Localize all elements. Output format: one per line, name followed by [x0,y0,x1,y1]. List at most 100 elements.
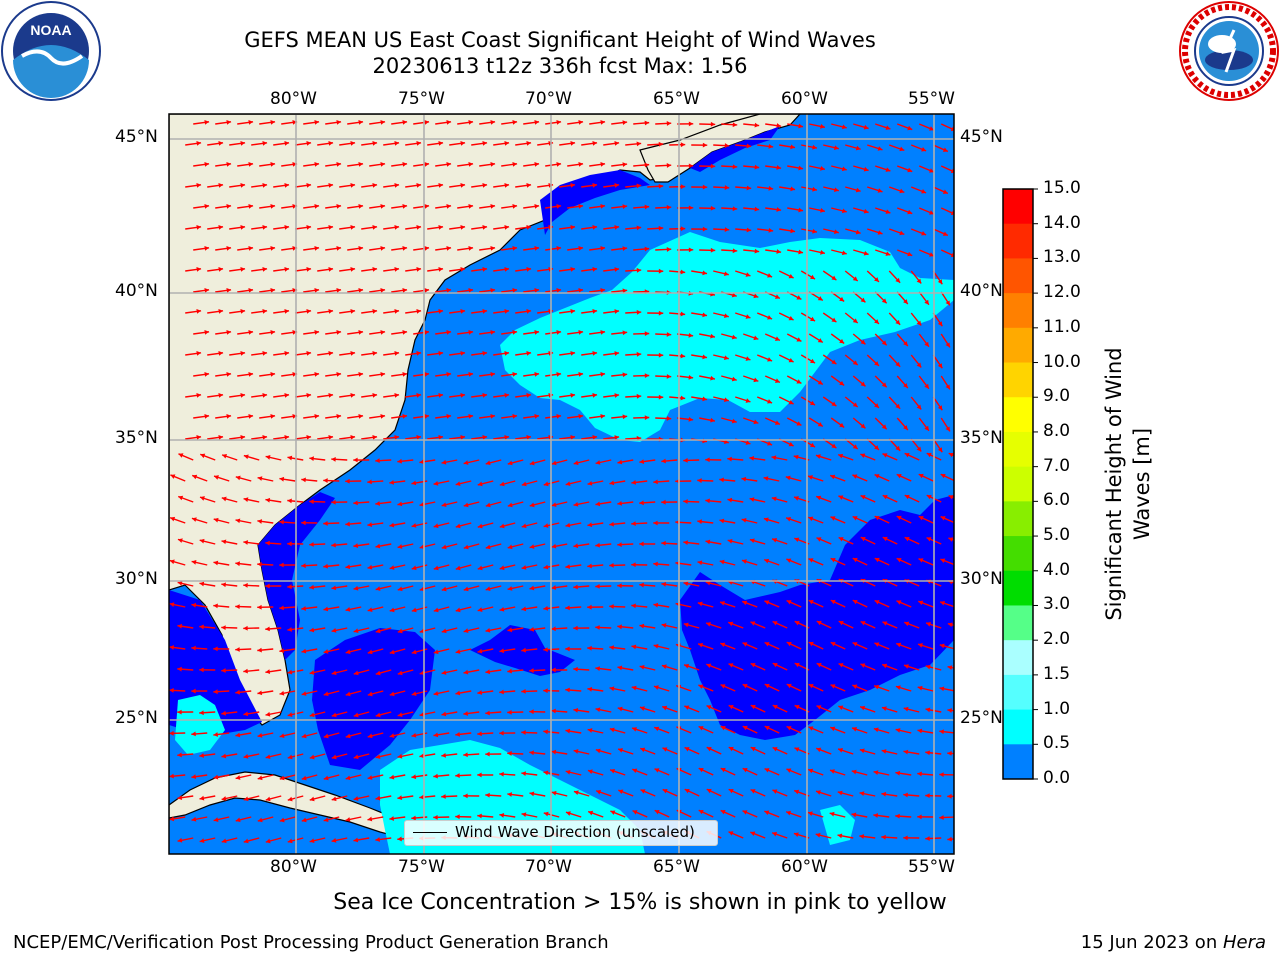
direction-arrow-head [358,246,364,251]
direction-arrow-head [309,712,315,718]
direction-arrow-head [570,393,576,398]
direction-arrow-head [177,666,182,672]
direction-arrow-head [808,558,814,563]
direction-arrow-head [218,309,224,314]
direction-arrow-head [631,685,637,691]
direction-arrow-head [279,817,285,823]
direction-arrow-head [243,540,249,545]
direction-arrow-head [852,727,857,732]
direction-arrow-head [270,204,276,209]
direction-arrow-head [815,790,821,795]
direction-arrow-head [336,288,342,293]
direction-arrow-head [177,538,183,543]
direction-arrow-head [788,273,794,279]
direction-arrow-head [482,141,488,146]
direction-arrow-head [830,474,836,480]
direction-arrow-head [617,706,623,712]
direction-arrow-head [595,501,601,507]
direction-arrow-head [170,474,176,479]
direction-arrow-head [323,649,329,654]
direction-arrow-head [820,124,825,129]
direction-arrow-head [336,330,342,335]
direction-arrow-head [632,810,638,815]
direction-arrow-head [573,584,578,590]
direction-arrow-head [504,225,510,230]
direction-arrow-head [698,767,704,773]
direction-arrow-head [882,453,888,458]
direction-arrow-head [309,627,315,633]
direction-arrow-head [262,351,268,356]
direction-arrow-head [852,402,858,408]
direction-arrow-head [925,750,930,756]
direction-arrow-head [257,647,262,653]
direction-arrow-head [940,601,946,606]
direction-arrow-head [742,725,748,731]
direction-arrow-head [372,183,378,188]
direction-arrow-head [683,499,688,504]
colorbar-swatch [1003,327,1033,364]
lat-tick-left: 25°N [115,708,158,728]
direction-arrow-head [937,279,943,285]
direction-arrow-head [839,338,845,344]
direction-arrow-head [460,309,466,314]
direction-arrow-head [306,267,312,272]
direction-arrow-head [592,183,598,188]
direction-arrow-head [270,120,276,125]
title-line-1: GEFS MEAN US East Coast Significant Heig… [244,28,876,52]
direction-arrow-head [947,665,953,670]
direction-arrow-head [490,204,496,209]
direction-arrow-head [416,225,422,230]
direction-arrow-head [204,204,210,209]
direction-arrow-head [895,813,900,819]
direction-arrow-head [499,648,505,654]
direction-arrow-head [279,648,285,654]
direction-arrow-head [746,143,752,149]
direction-arrow-head [543,523,549,528]
direction-arrow-head [257,604,262,610]
direction-arrow-head [945,426,950,432]
direction-arrow-head [380,372,386,377]
direction-arrow-head [874,319,879,324]
direction-arrow-head [666,374,672,379]
direction-arrow-head [658,310,664,316]
direction-arrow-head [441,544,447,550]
direction-arrow-head [389,733,395,738]
direction-arrow-head [358,120,364,125]
direction-arrow-head [534,204,540,209]
direction-arrow-head [512,372,518,377]
direction-arrow-head [301,477,306,483]
direction-arrow-head [925,793,930,799]
direction-arrow-head [595,666,601,671]
direction-arrow-head [455,523,461,529]
direction-arrow-head [874,515,880,521]
lon-tick-bottom: 55°W [908,857,955,877]
direction-arrow-head [852,642,858,647]
direction-arrow-head [477,813,482,819]
direction-arrow-head [499,689,504,695]
direction-arrow-head [609,521,614,527]
direction-arrow-head [389,816,395,821]
direction-arrow-head [895,445,901,451]
direction-arrow-head [772,831,778,837]
direction-arrow-head [702,184,708,190]
direction-arrow-head [874,361,879,366]
direction-arrow-head [240,435,246,440]
direction-arrow-head [331,796,337,802]
direction-arrow-head [720,601,725,606]
direction-arrow-head [653,561,658,567]
direction-arrow-head [328,393,334,398]
direction-arrow-head [776,123,782,128]
footer-credit: NCEP/EMC/Verification Post Processing Pr… [13,932,609,953]
direction-arrow-head [631,562,636,568]
direction-arrow-head [270,162,276,167]
direction-arrow-head [314,372,320,377]
direction-arrow-head [270,288,276,293]
direction-arrow-head [786,600,792,605]
direction-arrow-head [874,474,880,479]
direction-arrow-head [816,747,822,753]
direction-arrow-head [463,544,469,550]
lon-tick-top: 75°W [398,89,445,109]
direction-arrow-head [455,649,461,654]
lon-tick-top: 60°W [781,89,828,109]
direction-arrow-head [852,474,858,479]
